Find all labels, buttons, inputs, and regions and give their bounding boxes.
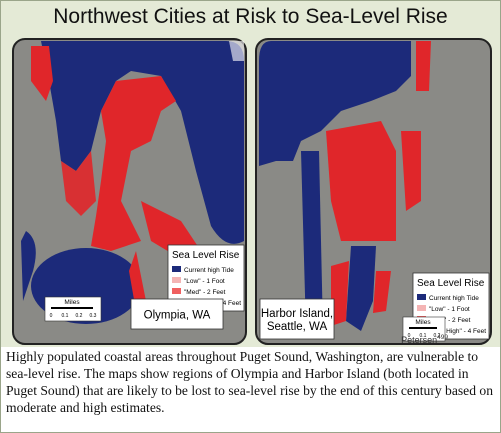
scale-tick: 0.3	[90, 313, 97, 319]
credit-ref: 499	[437, 334, 448, 341]
legend-item: "Very High" - 4 Feet	[429, 328, 486, 335]
scale-label: Miles	[415, 319, 431, 326]
map-labels: Sea Level Rise Current high Tide "Low" - 1…	[44, 244, 490, 345]
legend-title: Sea Level Rise	[172, 250, 240, 261]
scale-label: Miles	[64, 299, 80, 306]
legend-item: "Med" - 2 Feet	[429, 317, 471, 324]
scale-tick: 0.1	[420, 333, 427, 339]
legend-item: Current high Tide	[429, 295, 479, 302]
scale-tick: 0.2	[76, 313, 83, 319]
legend-swatch	[417, 305, 426, 311]
legend-swatch	[417, 294, 426, 300]
caption: Highly populated coastal areas throughou…	[6, 349, 493, 415]
legend-item: "Low" - 1 Foot	[429, 306, 470, 313]
legend-title: Sea Level Rise	[417, 278, 485, 289]
map-panel: Northwest Cities at Risk to Sea-Level Ri…	[1, 1, 500, 347]
place-label: Seattle, WA	[267, 321, 328, 333]
credit-name: Petersen	[401, 335, 437, 345]
place-label: Olympia, WA	[144, 310, 211, 322]
legend-item: "Low" - 1 Foot	[184, 278, 225, 285]
place-label: Harbor Island,	[261, 308, 333, 320]
place-label-box	[259, 298, 335, 340]
scale-tick: 0	[408, 333, 411, 339]
legend-swatch	[172, 288, 181, 294]
legend-swatch	[172, 266, 181, 272]
scale-tick: 0	[50, 313, 53, 319]
scale-tick: 0.2	[434, 333, 441, 339]
legend-item: Current high Tide	[184, 267, 234, 274]
credit: Petersen499	[401, 334, 448, 345]
place-label-box	[130, 298, 224, 330]
legend-item: "Med" - 2 Feet	[184, 289, 226, 296]
title: Northwest Cities at Risk to Sea-Level Ri…	[53, 5, 448, 28]
legend-swatch	[172, 277, 181, 283]
map-seattle	[255, 38, 492, 345]
scale-tick: 0.1	[62, 313, 69, 319]
